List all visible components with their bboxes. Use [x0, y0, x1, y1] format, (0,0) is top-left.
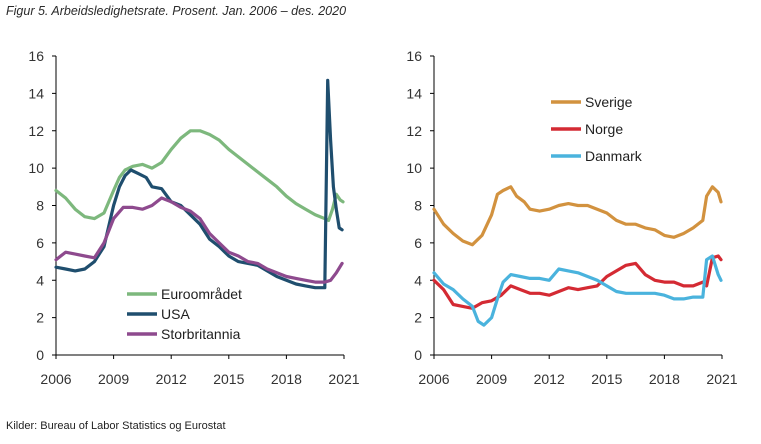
left-y-tick-label: 16: [28, 48, 44, 64]
left-x-tick-label: 2018: [271, 371, 302, 387]
left-legend-label-euroomr-det: Euroområdet: [161, 286, 242, 302]
left-series-line-storbritannia: [54, 196, 344, 284]
left-x-tick-label: 2012: [156, 371, 187, 387]
chart-left: 0 2 4 6 8 10 12 14 16 2006 2009 2012 2015 2018 2021 Eur…: [28, 48, 359, 387]
right-y-tick-label: 6: [414, 235, 422, 251]
right-y-tick-label: 16: [406, 48, 422, 64]
left-y-tick-label: 6: [36, 235, 44, 251]
right-x-tick-label: 2009: [476, 371, 507, 387]
right-y-tick-label: 0: [414, 347, 422, 363]
right-y-tick-label: 12: [406, 123, 422, 139]
right-x-tick-label: 2015: [591, 371, 622, 387]
left-x-tick-label: 2015: [213, 371, 244, 387]
right-x-tick-label: 2018: [649, 371, 680, 387]
left-y-tick-label: 10: [28, 160, 44, 176]
left-y-tick-label: 12: [28, 123, 44, 139]
right-y-tick-label: 8: [414, 198, 422, 214]
figure-title: Figur 5. Arbeidsledighetsrate. Prosent. …: [6, 4, 347, 18]
left-series-line-usa: [54, 78, 344, 290]
right-x-tick-label: 2006: [418, 371, 449, 387]
left-y-tick-label: 4: [36, 272, 44, 288]
right-series-line-sverige: [432, 185, 723, 247]
right-x-tick-label: 2012: [534, 371, 565, 387]
right-y-tick-label: 2: [414, 310, 422, 326]
left-x-tick-label: 2006: [40, 371, 71, 387]
left-legend-label-storbritannia: Storbritannia: [161, 326, 241, 342]
left-x-tick-label: 2021: [328, 371, 359, 387]
right-legend-label-sverige: Sverige: [585, 94, 633, 110]
left-x-tick-label: 2009: [98, 371, 129, 387]
chart-right: 0 2 4 6 8 10 12 14 16 2006 2009 2012 2015 2018 2021 Sve…: [406, 48, 737, 387]
right-series-line-danmark: [432, 254, 723, 327]
left-legend-label-usa: USA: [161, 306, 190, 322]
left-series-line-euroomr-det: [54, 129, 345, 222]
right-series-line-norge: [432, 254, 723, 310]
left-y-tick-label: 8: [36, 198, 44, 214]
left-y-tick-label: 0: [36, 347, 44, 363]
left-y-tick-label: 14: [28, 85, 44, 101]
right-y-tick-label: 10: [406, 160, 422, 176]
right-legend-label-danmark: Danmark: [585, 148, 643, 164]
right-y-tick-label: 14: [406, 85, 422, 101]
left-y-tick-label: 2: [36, 310, 44, 326]
right-y-tick-label: 4: [414, 272, 422, 288]
right-legend-label-norge: Norge: [585, 121, 623, 137]
right-x-tick-label: 2021: [706, 371, 737, 387]
source-note: Kilder: Bureau of Labor Statistics og Eu…: [6, 420, 226, 432]
